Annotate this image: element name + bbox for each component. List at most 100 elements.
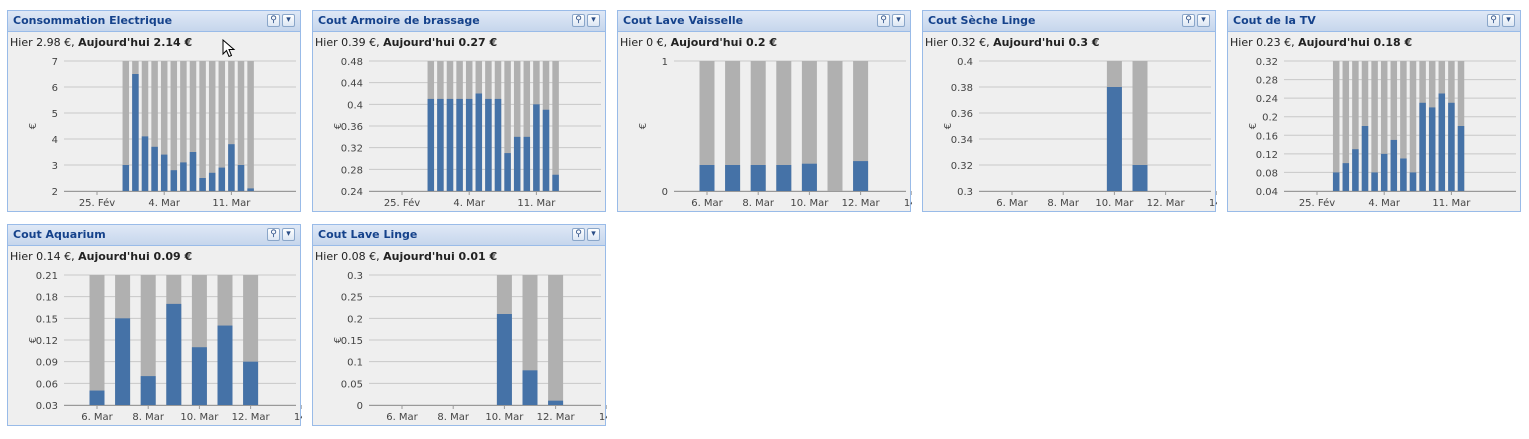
x-tick-label: 25. Fév — [1299, 197, 1335, 209]
chevron-down-icon[interactable]: ▾ — [282, 14, 295, 27]
bar-value — [122, 165, 130, 191]
bar-value — [228, 144, 235, 191]
bar-value — [853, 161, 869, 191]
bar-value — [1361, 126, 1369, 191]
magnifier-icon[interactable]: ⚲ — [877, 14, 890, 27]
bar-background — [208, 61, 216, 191]
y-tick-label: 0.3 — [957, 187, 973, 198]
y-tick-label: 0.36 — [951, 109, 973, 120]
panel-title: Consommation Electrique — [13, 14, 173, 27]
bar-value — [1332, 172, 1340, 191]
panel-header[interactable]: Cout de la TV ⚲ ▾ — [1228, 11, 1520, 32]
panel-header[interactable]: Cout Lave Vaisselle ⚲ ▾ — [618, 11, 910, 32]
x-tick-label: 6. Mar — [386, 412, 418, 423]
chevron-down-icon[interactable]: ▾ — [587, 228, 600, 241]
panel-vaisselle: Cout Lave Vaisselle ⚲ ▾ Hier 0 €, Aujour… — [617, 10, 912, 212]
y-axis-label: € — [28, 123, 39, 129]
y-axis-label: € — [28, 337, 39, 343]
bar-background — [699, 61, 715, 191]
yesterday-value: Hier 0 €, — [620, 36, 668, 49]
panel-header[interactable]: Cout Lave Linge ⚲ ▾ — [313, 225, 605, 246]
x-tick-label: 10. Mar — [485, 412, 524, 423]
bar-value — [1419, 102, 1426, 191]
magnifier-icon[interactable]: ⚲ — [267, 228, 280, 241]
panel-title: Cout Lave Vaisselle — [623, 14, 744, 27]
bar-background — [853, 61, 869, 191]
y-tick-label: 0.3 — [347, 271, 363, 282]
magnifier-icon[interactable]: ⚲ — [1487, 14, 1500, 27]
y-tick-label: 0.18 — [36, 293, 58, 304]
bar-background — [1409, 61, 1417, 191]
y-tick-label: 0.28 — [1256, 76, 1278, 87]
bar-value — [548, 400, 564, 405]
today-value: Aujourd'hui 0.3 € — [993, 36, 1100, 49]
bar-background — [1352, 61, 1359, 191]
chevron-down-icon[interactable]: ▾ — [587, 14, 600, 27]
x-tick-label: 11. Mar — [517, 198, 556, 209]
chart: 0.04 0.08 0.12 0.16 0.2 0.24 0.28 0.32 €25. Fév 4… — [1248, 57, 1516, 209]
magnifier-icon[interactable]: ⚲ — [572, 14, 585, 27]
y-tick-label: 0.24 — [341, 187, 363, 198]
magnifier-icon[interactable]: ⚲ — [267, 14, 280, 27]
panel-header[interactable]: Cout Sèche Linge ⚲ ▾ — [923, 11, 1215, 32]
bar-background — [247, 61, 254, 191]
bar-value — [542, 109, 550, 191]
x-tick-label: 12. Mar — [232, 412, 271, 423]
bar-value — [180, 162, 187, 191]
y-tick-label: 0.34 — [951, 135, 973, 146]
y-tick-label: 0.16 — [1256, 131, 1278, 142]
magnifier-icon[interactable]: ⚲ — [1182, 14, 1195, 27]
bar-value — [1342, 163, 1350, 191]
x-tick-label: 11. Mar — [212, 198, 251, 209]
bar-background — [1132, 61, 1148, 191]
x-tick-label: 4. Mar — [148, 198, 180, 209]
bar-value — [199, 178, 206, 191]
y-tick-label: 0.24 — [1256, 94, 1278, 105]
x-tick-label: 4. Mar — [1368, 198, 1400, 209]
magnifier-icon[interactable]: ⚲ — [572, 228, 585, 241]
yesterday-value: Hier 0.32 €, — [925, 36, 990, 49]
bar-background — [170, 61, 178, 191]
bar-value — [446, 98, 454, 191]
summary: Hier 0.32 €, Aujourd'hui 0.3 € — [925, 36, 1100, 49]
bar-value — [247, 188, 254, 191]
y-tick-label: 1 — [662, 57, 668, 68]
today-value: Aujourd'hui 0.18 € — [1298, 36, 1413, 49]
y-tick-label: 0.12 — [1256, 150, 1278, 161]
y-tick-label: 0.32 — [341, 144, 363, 155]
panel-seche: Cout Sèche Linge ⚲ ▾ Hier 0.32 €, Aujour… — [922, 10, 1217, 212]
x-tick-label: 8. Mar — [437, 412, 469, 423]
chart: 0.3 0.32 0.34 0.36 0.38 0.4 €6. Mar 8. Mar 10. M… — [943, 57, 1217, 209]
panel-header[interactable]: Cout Armoire de brassage ⚲ ▾ — [313, 11, 605, 32]
chevron-down-icon[interactable]: ▾ — [282, 228, 295, 241]
panel-armoire: Cout Armoire de brassage ⚲ ▾ Hier 0.39 €… — [312, 10, 606, 212]
panel-aquarium: Cout Aquarium ⚲ ▾ Hier 0.14 €, Aujourd'h… — [7, 224, 302, 426]
y-tick-label: 0.48 — [341, 57, 363, 68]
yesterday-value: Hier 0.08 €, — [315, 250, 380, 263]
bar-background — [801, 61, 817, 191]
panel-header[interactable]: Consommation Electrique ⚲ ▾ — [8, 11, 300, 32]
x-tick-label: 8. Mar — [132, 412, 164, 423]
y-tick-label: 4 — [52, 135, 58, 146]
bar-background — [552, 61, 559, 191]
bar-background — [199, 61, 206, 191]
y-tick-label: 0.08 — [1256, 168, 1278, 179]
y-tick-label: 0.4 — [347, 100, 363, 111]
summary: Hier 0 €, Aujourd'hui 0.2 € — [620, 36, 777, 49]
panel-header[interactable]: Cout Aquarium ⚲ ▾ — [8, 225, 300, 246]
chevron-down-icon[interactable]: ▾ — [1197, 14, 1210, 27]
y-tick-label: 0.05 — [341, 379, 363, 390]
bar-background — [1380, 61, 1388, 191]
x-tick-label: 14. — [1209, 198, 1217, 209]
bar-value — [115, 318, 131, 405]
bar-background — [750, 61, 766, 191]
chevron-down-icon[interactable]: ▾ — [892, 14, 905, 27]
bar-value — [496, 314, 512, 405]
chevron-down-icon[interactable]: ▾ — [1502, 14, 1515, 27]
y-tick-label: 0.28 — [341, 165, 363, 176]
bar-value — [237, 165, 245, 191]
bar-background — [237, 61, 245, 191]
bar-value — [465, 98, 473, 191]
bar-background — [151, 61, 158, 191]
x-tick-label: 14. — [904, 198, 912, 209]
